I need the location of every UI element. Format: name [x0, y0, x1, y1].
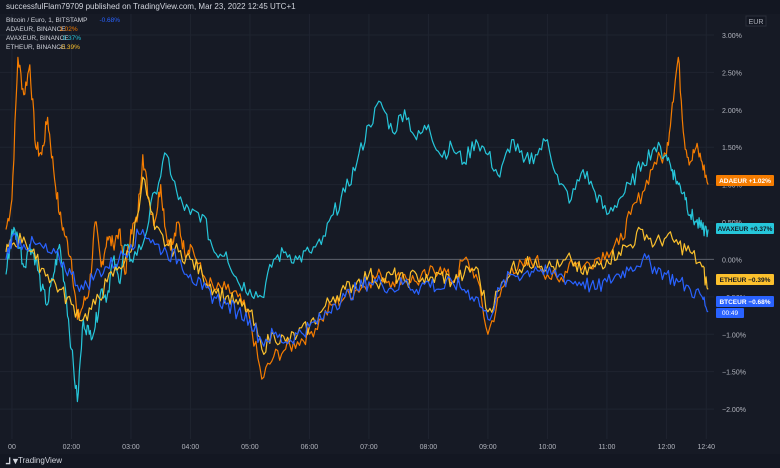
currency-label: EUR — [749, 19, 764, 26]
x-tick-label: 05:00 — [241, 444, 259, 451]
y-tick-label: 0.00% — [722, 257, 742, 264]
y-tick-label: −1.50% — [722, 370, 746, 377]
series-line-avax — [5, 100, 709, 403]
y-tick-label: 1.00% — [722, 183, 742, 190]
x-tick-label: 08:00 — [420, 444, 438, 451]
x-tick-label: 04:00 — [182, 444, 200, 451]
legend-series-change: -0.39% — [59, 44, 80, 51]
legend-series-change: 1.02% — [59, 26, 78, 33]
publisher-header: successfulFlam79709 published on Trading… — [0, 0, 780, 14]
series-lines — [5, 56, 709, 403]
legend-series-change: 0.37% — [63, 35, 82, 42]
series-line-btc — [5, 228, 709, 347]
x-tick-label: 10:00 — [539, 444, 557, 451]
x-tick-label: 06:00 — [301, 444, 319, 451]
tradingview-logo-icon[interactable]: ⅃▼ — [6, 456, 20, 466]
x-axis[interactable]: 00 02:00 03:00 04:00 05:00 06:00 07:00 08:00 09:… — [8, 444, 715, 451]
y-tick-label: 2.50% — [722, 70, 742, 77]
price-label-ada-box — [716, 175, 774, 186]
price-label-btc: BTCEUR −0.68% — [719, 299, 770, 306]
brand-name[interactable]: TradingView — [18, 456, 63, 465]
price-label-btc-box — [716, 296, 774, 307]
price-label-ada: ADAEUR +1.02% — [719, 178, 771, 185]
y-tick-label: 3.00% — [722, 33, 742, 40]
currency-box[interactable] — [745, 15, 767, 27]
legend-series-name[interactable]: Bitcoin / Euro, 1, BITSTAMP — [6, 17, 88, 24]
legend[interactable]: Bitcoin / Euro, 1, BITSTAMP -0.68% ADAEUR,… — [6, 17, 120, 51]
grid-lines — [0, 14, 714, 439]
x-tick-label: 09:00 — [479, 444, 497, 451]
chart-area[interactable]: EUR3.00%2.50%2.00%1.50%1.00%0.50%0.00%−0… — [0, 14, 780, 454]
btc-timer-box — [716, 308, 744, 318]
price-labels: ADAEUR +1.02% AVAXEUR +0.37% ETHEUR −0.39%… — [716, 175, 774, 318]
publisher-text: successfulFlam79709 published on Trading… — [6, 2, 296, 11]
legend-series-name[interactable]: ADAEUR, BINANCE — [6, 26, 66, 33]
y-tick-label: 2.00% — [722, 108, 742, 115]
series-line-ada — [5, 56, 709, 380]
price-label-eth: ETHEUR −0.39% — [720, 277, 771, 284]
price-label-avax-box — [716, 223, 774, 234]
x-tick-label: 00 — [8, 444, 16, 451]
btc-timer: 00:49 — [722, 310, 739, 317]
x-tick-label: 11:00 — [598, 444, 615, 451]
x-tick-label: 12:00 — [658, 444, 676, 451]
series-line-eth — [5, 176, 709, 355]
chart-svg[interactable]: EUR3.00%2.50%2.00%1.50%1.00%0.50%0.00%−0… — [0, 14, 780, 454]
legend-series-name[interactable]: AVAXEUR, BINANCE — [6, 35, 69, 42]
x-tick-label: 03:00 — [122, 444, 140, 451]
legend-series-name[interactable]: ETHEUR, BINANCE — [6, 44, 66, 51]
y-tick-label: −2.00% — [722, 407, 746, 414]
y-tick-label: −1.00% — [722, 332, 746, 339]
footer-bar: ⅃▼ TradingView — [0, 454, 780, 468]
legend-series-change: -0.68% — [99, 17, 120, 24]
y-tick-label: 1.50% — [722, 145, 742, 152]
x-tick-label: 02:00 — [63, 444, 81, 451]
price-label-avax: AVAXEUR +0.37% — [718, 226, 773, 233]
x-tick-label: 12:40 — [697, 444, 715, 451]
price-label-eth-box — [716, 274, 774, 285]
x-tick-label: 07:00 — [360, 444, 378, 451]
